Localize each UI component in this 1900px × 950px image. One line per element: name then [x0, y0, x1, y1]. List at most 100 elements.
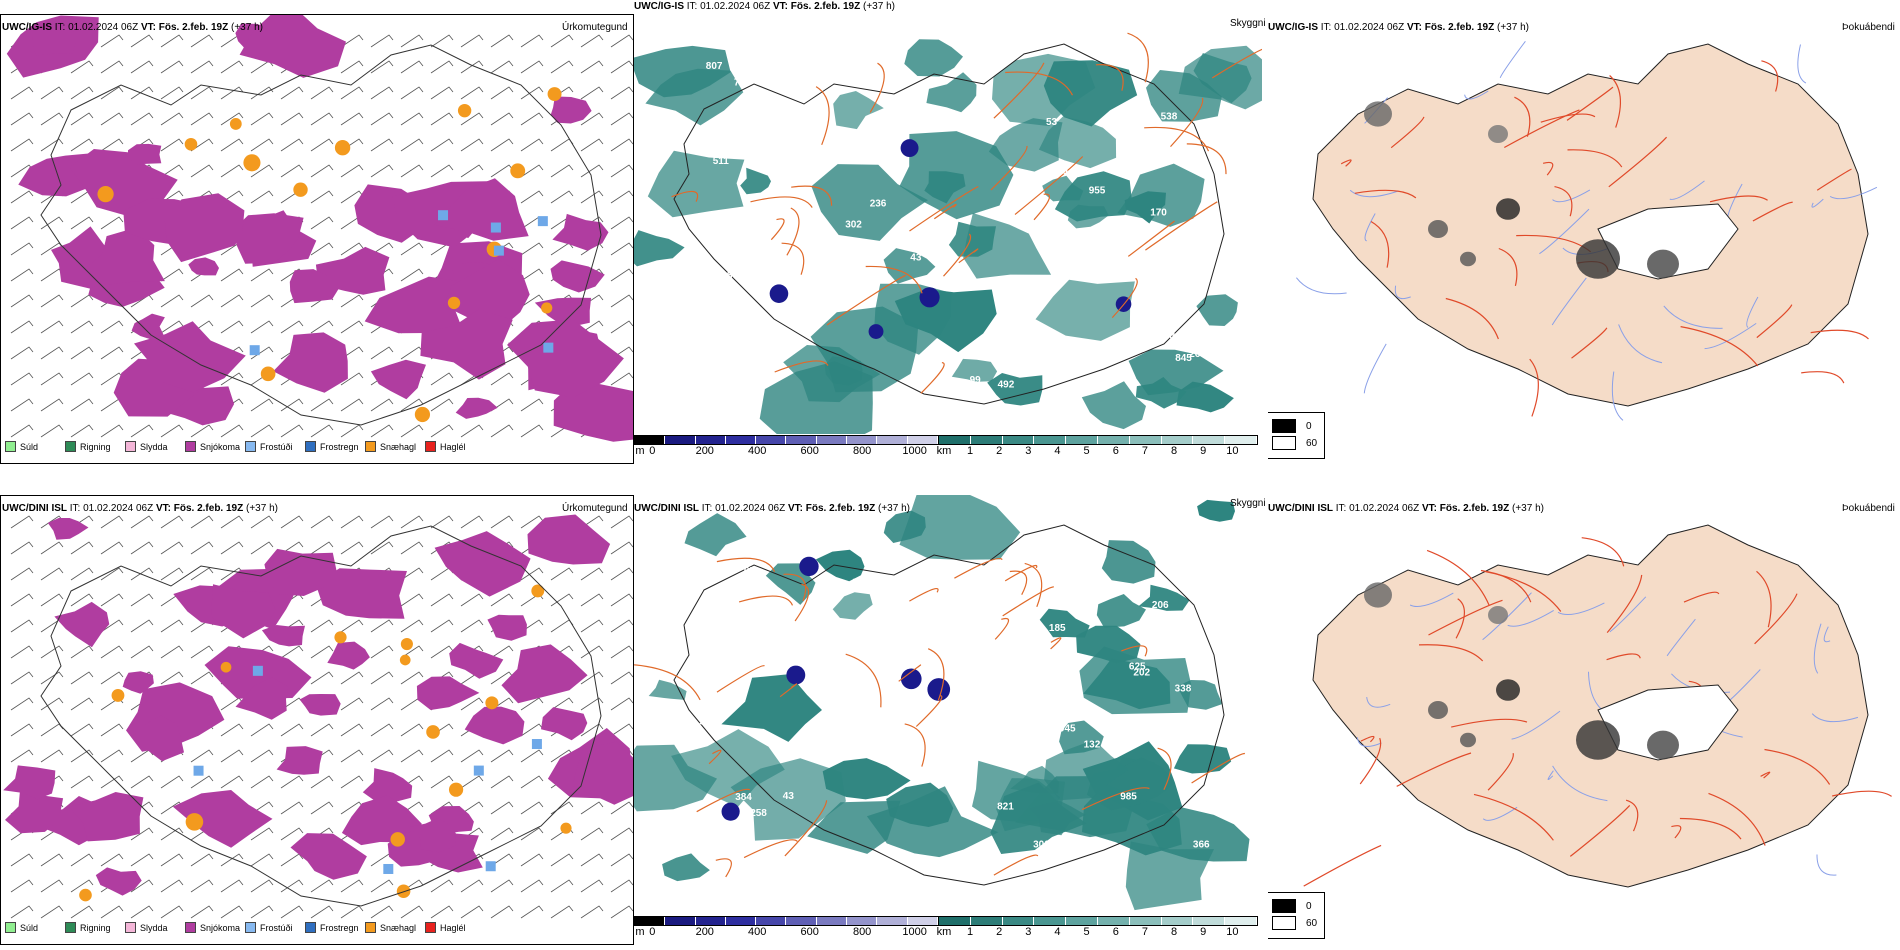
wind-barb	[280, 164, 304, 178]
wind-barb	[100, 905, 124, 919]
low-visibility-area	[926, 72, 977, 113]
rivers	[1296, 41, 1878, 421]
colorbar-blocks	[938, 435, 1258, 445]
wind-barb	[340, 398, 364, 412]
road	[1002, 586, 1054, 617]
snow-area	[362, 768, 413, 803]
road	[783, 573, 807, 602]
wind-barb	[250, 398, 274, 412]
wind-barb	[40, 398, 64, 412]
wind-barb	[310, 398, 334, 412]
wind-barb	[100, 86, 124, 100]
legend-swatch	[245, 922, 256, 933]
wind-barb	[580, 853, 604, 867]
low-visibility-area	[1101, 540, 1156, 584]
wind-barb	[160, 515, 184, 529]
wind-barb	[10, 645, 34, 659]
wind-barb	[610, 671, 633, 685]
legend-swatch	[425, 441, 436, 452]
wind-barb	[190, 879, 214, 893]
fog-spot	[1364, 101, 1392, 127]
wind-barb	[430, 905, 454, 919]
wind-barb	[280, 853, 304, 867]
wind-barb	[520, 112, 544, 126]
road	[954, 558, 1003, 579]
colorbar-m: m 0 200 400 600 800 1000	[634, 916, 939, 938]
visibility-label: 302	[845, 220, 862, 231]
glacier-area	[1597, 684, 1739, 761]
wind-barb	[100, 671, 124, 685]
wind-barb	[70, 671, 94, 685]
wind-barb	[280, 86, 304, 100]
wind-barb	[10, 567, 34, 581]
wind-barb	[340, 86, 364, 100]
snow-pellet-area	[97, 186, 114, 203]
wind-barb	[70, 138, 94, 152]
wind-barb	[610, 268, 633, 282]
wind-barb	[250, 827, 274, 841]
fog-spot	[1496, 679, 1520, 701]
snow-pellet-area	[400, 637, 413, 651]
visibility-panel: 185 625 734 384 370 258 232 65 354 202 182 960 206 15…	[634, 495, 1262, 945]
fog-panel: 0 60	[1268, 495, 1900, 945]
colorbar-swatch	[1097, 436, 1130, 444]
road	[993, 62, 1045, 119]
road	[1359, 737, 1382, 785]
wind-barb	[310, 801, 334, 815]
road	[1170, 97, 1204, 148]
fog-spot	[1428, 701, 1448, 719]
snow-area	[273, 332, 348, 393]
wind-barb	[10, 749, 34, 763]
snow-pellet-area	[457, 103, 472, 118]
low-visibility-area	[1079, 646, 1192, 715]
snow-area	[290, 833, 367, 880]
wind-barb	[520, 775, 544, 789]
road	[1487, 753, 1514, 791]
road	[708, 749, 722, 765]
snow-pellet-area	[448, 782, 464, 797]
wind-barb	[130, 541, 154, 555]
road	[738, 595, 794, 606]
colorbar-tick: 6	[1112, 926, 1119, 938]
colorbar-unit: km	[936, 445, 952, 457]
wind-barb	[370, 112, 394, 126]
visibility-label: 845	[1175, 353, 1192, 364]
wind-barb	[190, 86, 214, 100]
wind-barb	[370, 697, 394, 711]
wind-barb	[580, 671, 604, 685]
wind-barb	[400, 86, 424, 100]
river	[1349, 189, 1399, 198]
wind-barb	[280, 801, 304, 815]
wind-barb	[100, 138, 124, 152]
wind-barb	[10, 372, 34, 386]
legend-item: Frostregn	[305, 441, 365, 452]
legend-swatch	[5, 922, 16, 933]
legend-label: Rigning	[80, 922, 111, 933]
legend-item: Haglél	[425, 441, 485, 452]
wind-barb	[460, 34, 484, 48]
road	[716, 665, 765, 693]
wind-barb	[220, 879, 244, 893]
snow-area	[464, 706, 525, 745]
wind-barb	[580, 34, 604, 48]
river	[1811, 198, 1824, 208]
visibility-label: 232	[706, 656, 723, 667]
legend-item: Snæhagl	[365, 922, 425, 933]
low-visibility-area	[648, 679, 687, 700]
snow-pellet-area	[334, 631, 347, 644]
snow-area	[5, 789, 64, 834]
river	[1611, 371, 1624, 421]
wind-barb	[40, 346, 64, 360]
legend-item: Frostregn	[305, 922, 365, 933]
snow-pellet-area	[510, 163, 526, 179]
fog-spot	[1460, 251, 1476, 267]
wind-barb	[40, 905, 64, 919]
wind-barb	[160, 775, 184, 789]
low-visibility-area	[759, 361, 873, 434]
wind-barb	[610, 619, 633, 633]
wind-barb	[160, 164, 184, 178]
wind-barb	[40, 112, 64, 126]
wind-barb	[520, 749, 544, 763]
road	[1625, 799, 1639, 832]
wind-barb	[490, 879, 514, 893]
